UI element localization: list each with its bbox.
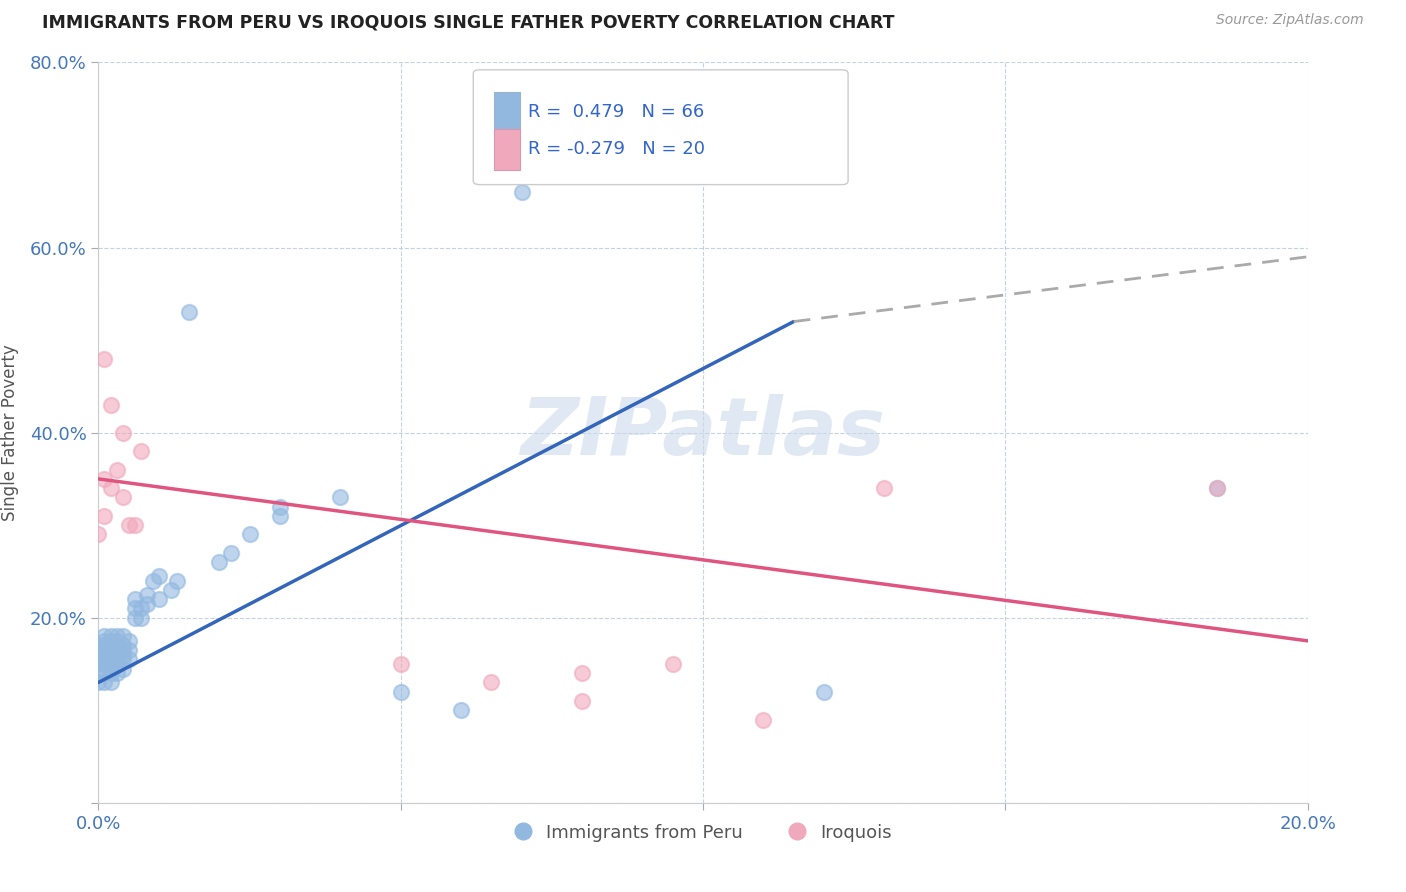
Point [148,592,170,607]
Point [752,713,775,727]
Point [124,518,146,533]
Point [111,648,134,662]
Text: IMMIGRANTS FROM PERU VS IROQUOIS SINGLE FATHER POVERTY CORRELATION CHART: IMMIGRANTS FROM PERU VS IROQUOIS SINGLE … [42,13,894,31]
Point [269,500,291,514]
Text: Source: ZipAtlas.com: Source: ZipAtlas.com [1216,13,1364,28]
Point [111,662,134,676]
Point [118,643,141,657]
Point [93,666,115,681]
Text: R =  0.479   N = 66: R = 0.479 N = 66 [527,103,704,121]
Point [105,657,128,671]
Point [221,546,243,560]
Point [124,601,146,615]
Point [87,639,110,653]
Point [100,657,122,671]
Point [124,610,146,624]
Point [93,643,115,657]
Point [105,639,128,653]
Y-axis label: Single Father Poverty: Single Father Poverty [0,344,18,521]
Point [135,597,157,611]
Point [93,472,115,486]
Text: R = -0.279   N = 20: R = -0.279 N = 20 [527,140,704,159]
Point [100,666,122,681]
Point [450,703,472,717]
Point [93,652,115,666]
Point [87,657,110,671]
Point [118,652,141,666]
Point [129,610,152,624]
Point [105,633,128,648]
Point [100,675,122,690]
Point [873,481,896,495]
Point [105,648,128,662]
Point [208,555,231,569]
FancyBboxPatch shape [474,70,848,185]
Point [100,481,122,495]
Point [100,639,122,653]
Point [100,633,122,648]
Point [87,643,110,657]
Legend: Immigrants from Peru, Iroquois: Immigrants from Peru, Iroquois [506,816,900,849]
Point [111,652,134,666]
Point [118,633,141,648]
Point [100,648,122,662]
Point [93,351,115,366]
Point [105,462,128,476]
Point [135,588,157,602]
Point [179,305,201,319]
Point [87,675,110,690]
Point [661,657,683,671]
FancyBboxPatch shape [494,129,520,169]
Point [160,582,183,597]
Point [481,675,503,690]
Point [93,657,115,671]
Point [100,398,122,412]
Point [510,185,533,199]
Point [111,629,134,643]
Point [93,633,115,648]
Point [389,685,412,699]
Point [87,652,110,666]
Point [93,675,115,690]
Text: ZIPatlas: ZIPatlas [520,393,886,472]
Point [148,569,170,583]
Point [100,629,122,643]
Point [239,527,262,541]
Point [1206,481,1229,495]
Point [1206,481,1229,495]
Point [105,629,128,643]
Point [105,643,128,657]
Point [571,666,593,681]
Point [813,685,835,699]
Point [105,652,128,666]
Point [129,444,152,458]
Point [100,652,122,666]
Point [100,662,122,676]
Point [105,666,128,681]
Point [93,629,115,643]
Point [93,639,115,653]
Point [93,508,115,523]
Point [329,491,352,505]
Point [571,694,593,708]
Point [87,666,110,681]
Point [87,527,110,541]
Point [111,639,134,653]
Point [87,648,110,662]
Point [269,508,291,523]
Point [118,518,141,533]
Point [111,425,134,440]
Point [93,648,115,662]
Point [166,574,188,588]
Point [142,574,165,588]
Point [389,657,412,671]
Point [111,643,134,657]
Point [111,491,134,505]
FancyBboxPatch shape [494,92,520,133]
Point [124,592,146,607]
Point [129,601,152,615]
